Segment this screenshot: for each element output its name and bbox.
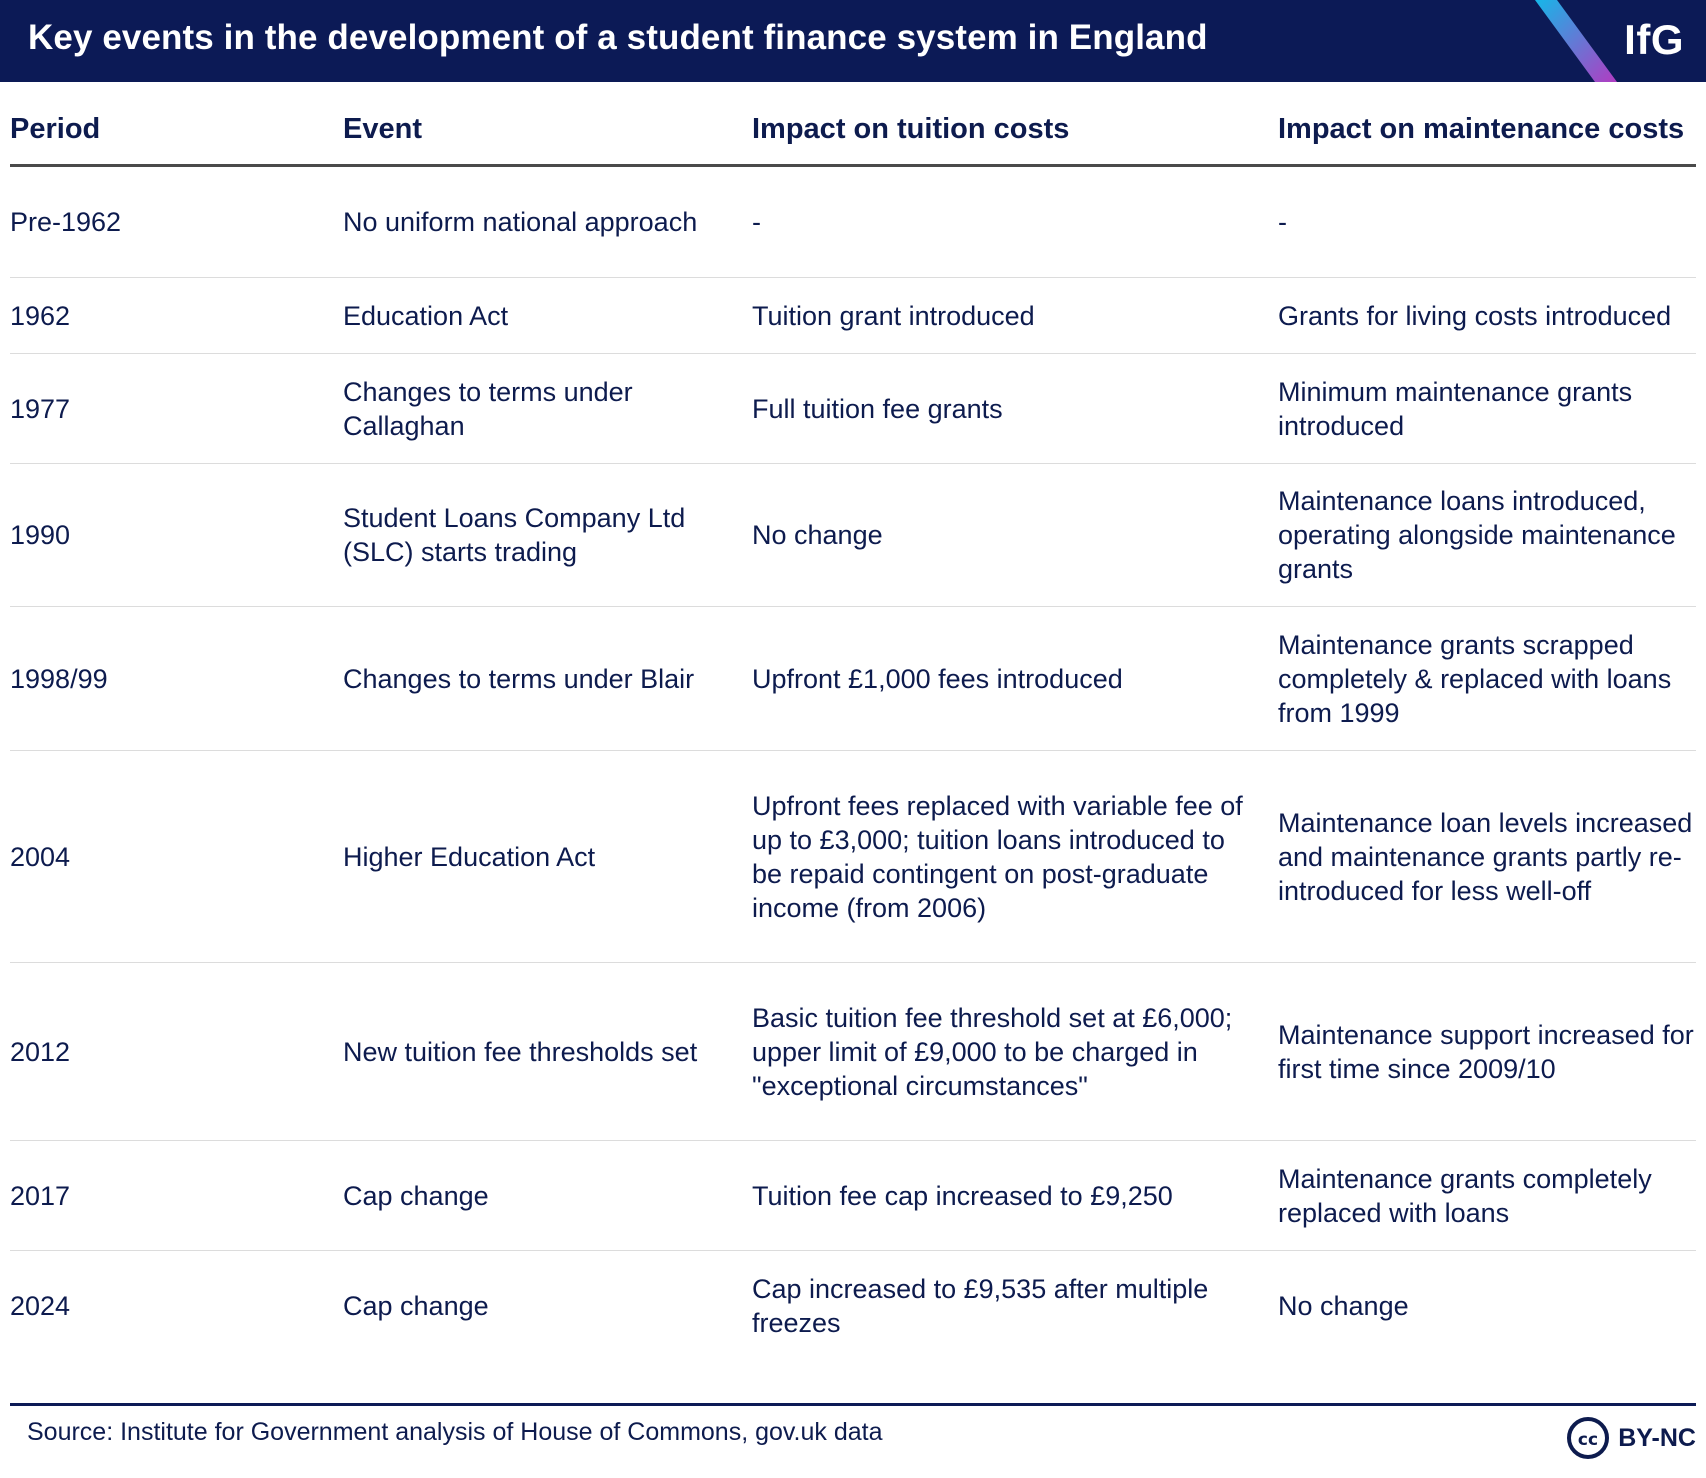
event-cell: Cap change: [343, 1180, 489, 1211]
table-row: 2012 New tuition fee thresholds set Basi…: [10, 963, 1696, 1141]
table-row: Pre-1962 No uniform national approach - …: [10, 167, 1696, 278]
maintenance-impact-cell: Maintenance grants scrapped completely &…: [1278, 629, 1672, 728]
svg-text:cc: cc: [1578, 1430, 1598, 1450]
event-cell: Higher Education Act: [343, 841, 596, 872]
event-cell: New tuition fee thresholds set: [343, 1036, 698, 1067]
maintenance-impact-cell: Maintenance support increased for first …: [1278, 1019, 1694, 1084]
maintenance-impact-cell: Maintenance loans introduced, operating …: [1278, 486, 1676, 584]
column-header-period: Period: [10, 113, 101, 145]
event-cell: No uniform national approach: [343, 207, 698, 237]
license-label: BY-NC: [1618, 1423, 1696, 1452]
header-bar: Key events in the development of a stude…: [0, 0, 1706, 82]
tuition-impact-cell: Cap increased to £9,535 after multiple f…: [752, 1274, 1209, 1338]
column-header-event: Event: [343, 113, 422, 145]
period-cell: Pre-1962: [10, 207, 122, 237]
table-header: Period Event Impact on tuition costs Imp…: [10, 95, 1696, 167]
table-row: 1990 Student Loans Company Ltd (SLC) sta…: [10, 464, 1696, 607]
license-badge[interactable]: cc BY-NC: [1566, 1416, 1696, 1460]
table-row: 1962 Education Act Tuition grant introdu…: [10, 278, 1696, 354]
table-row: 1977 Changes to terms under Callaghan Fu…: [10, 354, 1696, 464]
event-cell: Changes to terms under Callaghan: [343, 376, 633, 441]
period-cell: 1977: [10, 393, 71, 424]
tuition-impact-cell: No change: [752, 520, 883, 550]
period-cell: 2017: [10, 1180, 71, 1211]
tuition-impact-cell: -: [752, 207, 761, 237]
maintenance-impact-cell: Maintenance loan levels increased and ma…: [1278, 807, 1693, 906]
period-cell: 1990: [10, 520, 71, 550]
tuition-impact-cell: Basic tuition fee threshold set at £6,00…: [752, 1002, 1233, 1101]
page-title: Key events in the development of a stude…: [28, 18, 1208, 57]
event-cell: Changes to terms under Blair: [343, 663, 695, 694]
tuition-impact-cell: Upfront fees replaced with variable fee …: [752, 790, 1243, 923]
maintenance-impact-cell: No change: [1278, 1291, 1409, 1321]
column-header-maintenance: Impact on maintenance costs: [1278, 113, 1685, 145]
maintenance-impact-cell: -: [1278, 207, 1287, 237]
tuition-impact-cell: Full tuition fee grants: [752, 393, 1003, 424]
tuition-impact-cell: Tuition fee cap increased to £9,250: [752, 1180, 1173, 1211]
maintenance-impact-cell: Maintenance grants completely replaced w…: [1278, 1163, 1652, 1228]
ifg-logo: IfG: [1624, 16, 1684, 63]
table-row: 2017 Cap change Tuition fee cap increase…: [10, 1141, 1696, 1251]
tuition-impact-cell: Upfront £1,000 fees introduced: [752, 663, 1123, 694]
source-note: Source: Institute for Government analysi…: [27, 1418, 883, 1446]
ifg-stripe-icon: [1535, 0, 1617, 82]
table-row: 2004 Higher Education Act Upfront fees r…: [10, 751, 1696, 963]
event-cell: Cap change: [343, 1291, 489, 1321]
period-cell: 1998/99: [10, 663, 108, 694]
period-cell: 2024: [10, 1291, 71, 1321]
period-cell: 1962: [10, 300, 71, 331]
column-header-tuition: Impact on tuition costs: [752, 113, 1070, 145]
maintenance-impact-cell: Grants for living costs introduced: [1278, 300, 1672, 331]
events-table: Period Event Impact on tuition costs Imp…: [10, 95, 1696, 1361]
table-row: 1998/99 Changes to terms under Blair Upf…: [10, 607, 1696, 751]
footer-divider: [10, 1403, 1696, 1406]
creative-commons-icon: cc: [1567, 1417, 1610, 1459]
event-cell: Student Loans Company Ltd (SLC) starts t…: [343, 503, 686, 567]
period-cell: 2012: [10, 1036, 71, 1067]
tuition-impact-cell: Tuition grant introduced: [752, 300, 1035, 331]
table-row: 2024 Cap change Cap increased to £9,535 …: [10, 1251, 1696, 1361]
maintenance-impact-cell: Minimum maintenance grants introduced: [1278, 376, 1633, 441]
event-cell: Education Act: [343, 300, 509, 331]
period-cell: 2004: [10, 841, 71, 872]
